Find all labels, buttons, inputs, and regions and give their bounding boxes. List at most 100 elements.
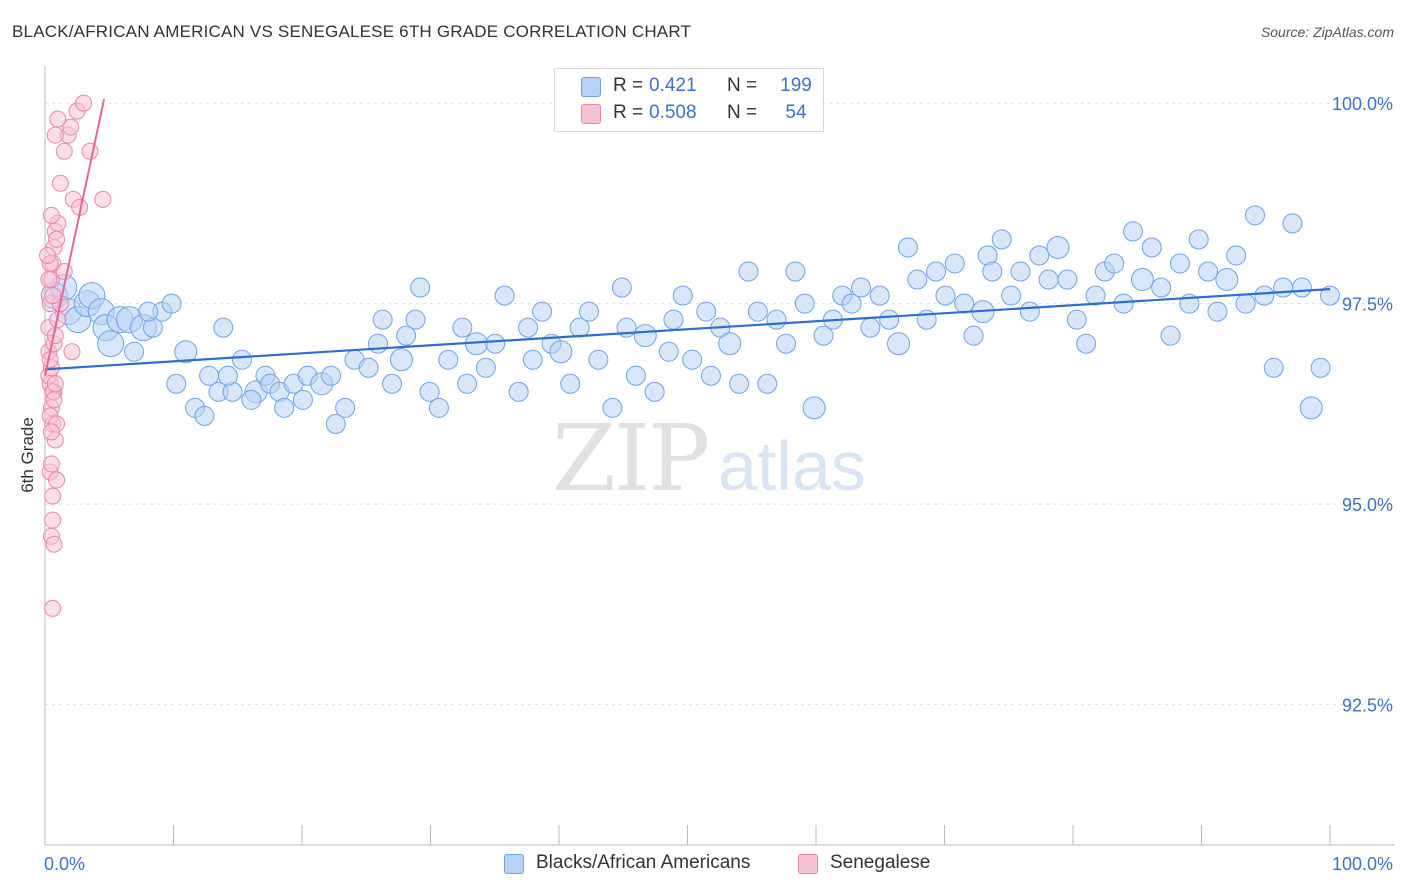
data-point-blue bbox=[696, 301, 717, 322]
data-point-blue bbox=[887, 332, 911, 356]
chart-title: BLACK/AFRICAN AMERICAN VS SENEGALESE 6TH… bbox=[12, 22, 692, 41]
data-point-blue bbox=[644, 381, 665, 402]
data-point-pink bbox=[42, 423, 60, 441]
data-point-blue bbox=[1188, 229, 1209, 250]
data-point-blue bbox=[321, 365, 342, 386]
data-point-blue bbox=[747, 301, 768, 322]
data-point-pink bbox=[62, 118, 80, 136]
data-point-blue bbox=[775, 333, 796, 354]
data-point-blue bbox=[1226, 245, 1247, 266]
data-point-blue bbox=[718, 332, 742, 356]
data-point-blue bbox=[785, 261, 806, 282]
data-point-blue bbox=[396, 325, 417, 346]
data-point-blue bbox=[367, 333, 388, 354]
data-point-blue bbox=[325, 413, 346, 434]
data-point-blue bbox=[1066, 309, 1087, 330]
data-point-blue bbox=[1123, 221, 1144, 242]
data-point-blue bbox=[452, 317, 473, 338]
data-point-blue bbox=[174, 340, 198, 364]
data-point-blue bbox=[1057, 269, 1078, 290]
data-point-blue bbox=[1113, 293, 1134, 314]
data-point-blue bbox=[841, 293, 862, 314]
y-axis-title: 6th Grade bbox=[18, 417, 37, 493]
data-point-blue bbox=[663, 309, 684, 330]
data-point-blue bbox=[335, 397, 356, 418]
data-point-blue bbox=[382, 373, 403, 394]
series-blacks-african-americans bbox=[40, 205, 1340, 434]
n-value: 54 bbox=[785, 102, 807, 123]
data-point-blue bbox=[508, 381, 529, 402]
data-point-blue bbox=[124, 341, 145, 362]
data-point-blue bbox=[1010, 261, 1031, 282]
data-point-blue bbox=[944, 253, 965, 274]
data-point-blue bbox=[1019, 301, 1040, 322]
data-point-blue bbox=[522, 349, 543, 370]
data-point-blue bbox=[457, 373, 478, 394]
data-point-blue bbox=[419, 381, 440, 402]
data-point-pink bbox=[42, 206, 60, 224]
data-point-blue bbox=[729, 373, 750, 394]
trend-line-blue bbox=[44, 288, 1331, 371]
data-point-blue bbox=[935, 285, 956, 306]
y-tick-label: 92.5% bbox=[1342, 696, 1393, 716]
data-point-pink bbox=[75, 94, 93, 112]
data-point-blue bbox=[569, 317, 590, 338]
data-point-blue bbox=[274, 397, 295, 418]
data-point-blue bbox=[231, 349, 252, 370]
data-point-pink bbox=[40, 271, 58, 289]
data-point-blue bbox=[194, 405, 215, 426]
data-point-pink bbox=[44, 599, 62, 617]
data-point-blue bbox=[1244, 205, 1265, 226]
data-point-blue bbox=[851, 277, 872, 298]
data-point-blue bbox=[1282, 213, 1303, 234]
data-point-pink bbox=[45, 535, 63, 553]
data-point-blue bbox=[1207, 301, 1228, 322]
r-value: 0.421 bbox=[649, 75, 697, 96]
data-point-pink bbox=[55, 142, 73, 160]
data-point-blue bbox=[1273, 277, 1294, 298]
axes bbox=[44, 66, 1395, 846]
data-point-blue bbox=[1291, 277, 1312, 298]
data-point-blue bbox=[625, 365, 646, 386]
data-point-blue bbox=[410, 277, 431, 298]
series-senegalese bbox=[39, 94, 112, 617]
n-label: N = bbox=[727, 102, 758, 123]
data-point-blue bbox=[1038, 269, 1059, 290]
data-point-blue bbox=[372, 309, 393, 330]
data-point-blue bbox=[438, 349, 459, 370]
legend-swatch-pink bbox=[581, 104, 601, 124]
legend-swatch-blue bbox=[581, 77, 601, 97]
data-point-blue bbox=[1104, 253, 1125, 274]
data-point-pink bbox=[46, 375, 64, 393]
data-point-blue bbox=[166, 373, 187, 394]
data-point-blue bbox=[579, 301, 600, 322]
data-point-pink bbox=[44, 487, 62, 505]
data-point-blue bbox=[1029, 245, 1050, 266]
data-point-blue bbox=[213, 317, 234, 338]
data-point-blue bbox=[475, 357, 496, 378]
y-tick-label: 95.0% bbox=[1342, 495, 1393, 515]
data-point-blue bbox=[897, 237, 918, 258]
data-point-blue bbox=[428, 397, 449, 418]
data-point-blue bbox=[199, 365, 220, 386]
data-point-blue bbox=[1198, 261, 1219, 282]
r-label: R = bbox=[613, 102, 644, 123]
y-tick-label: 97.5% bbox=[1342, 295, 1393, 315]
data-point-pink bbox=[55, 263, 73, 281]
x-tick-label-max: 100.0% bbox=[1332, 854, 1393, 874]
data-point-pink bbox=[63, 343, 81, 361]
data-point-pink bbox=[81, 142, 99, 160]
data-point-blue bbox=[405, 309, 426, 330]
data-point-blue bbox=[1001, 285, 1022, 306]
data-point-blue bbox=[963, 325, 984, 346]
data-point-blue bbox=[358, 357, 379, 378]
data-point-blue bbox=[1310, 357, 1331, 378]
data-point-blue bbox=[757, 373, 778, 394]
data-point-pink bbox=[49, 110, 67, 128]
data-point-blue bbox=[954, 293, 975, 314]
data-point-blue bbox=[292, 389, 313, 410]
data-point-blue bbox=[389, 348, 413, 372]
data-point-pink bbox=[42, 455, 60, 473]
data-point-pink bbox=[44, 511, 62, 529]
data-point-blue bbox=[907, 269, 928, 290]
